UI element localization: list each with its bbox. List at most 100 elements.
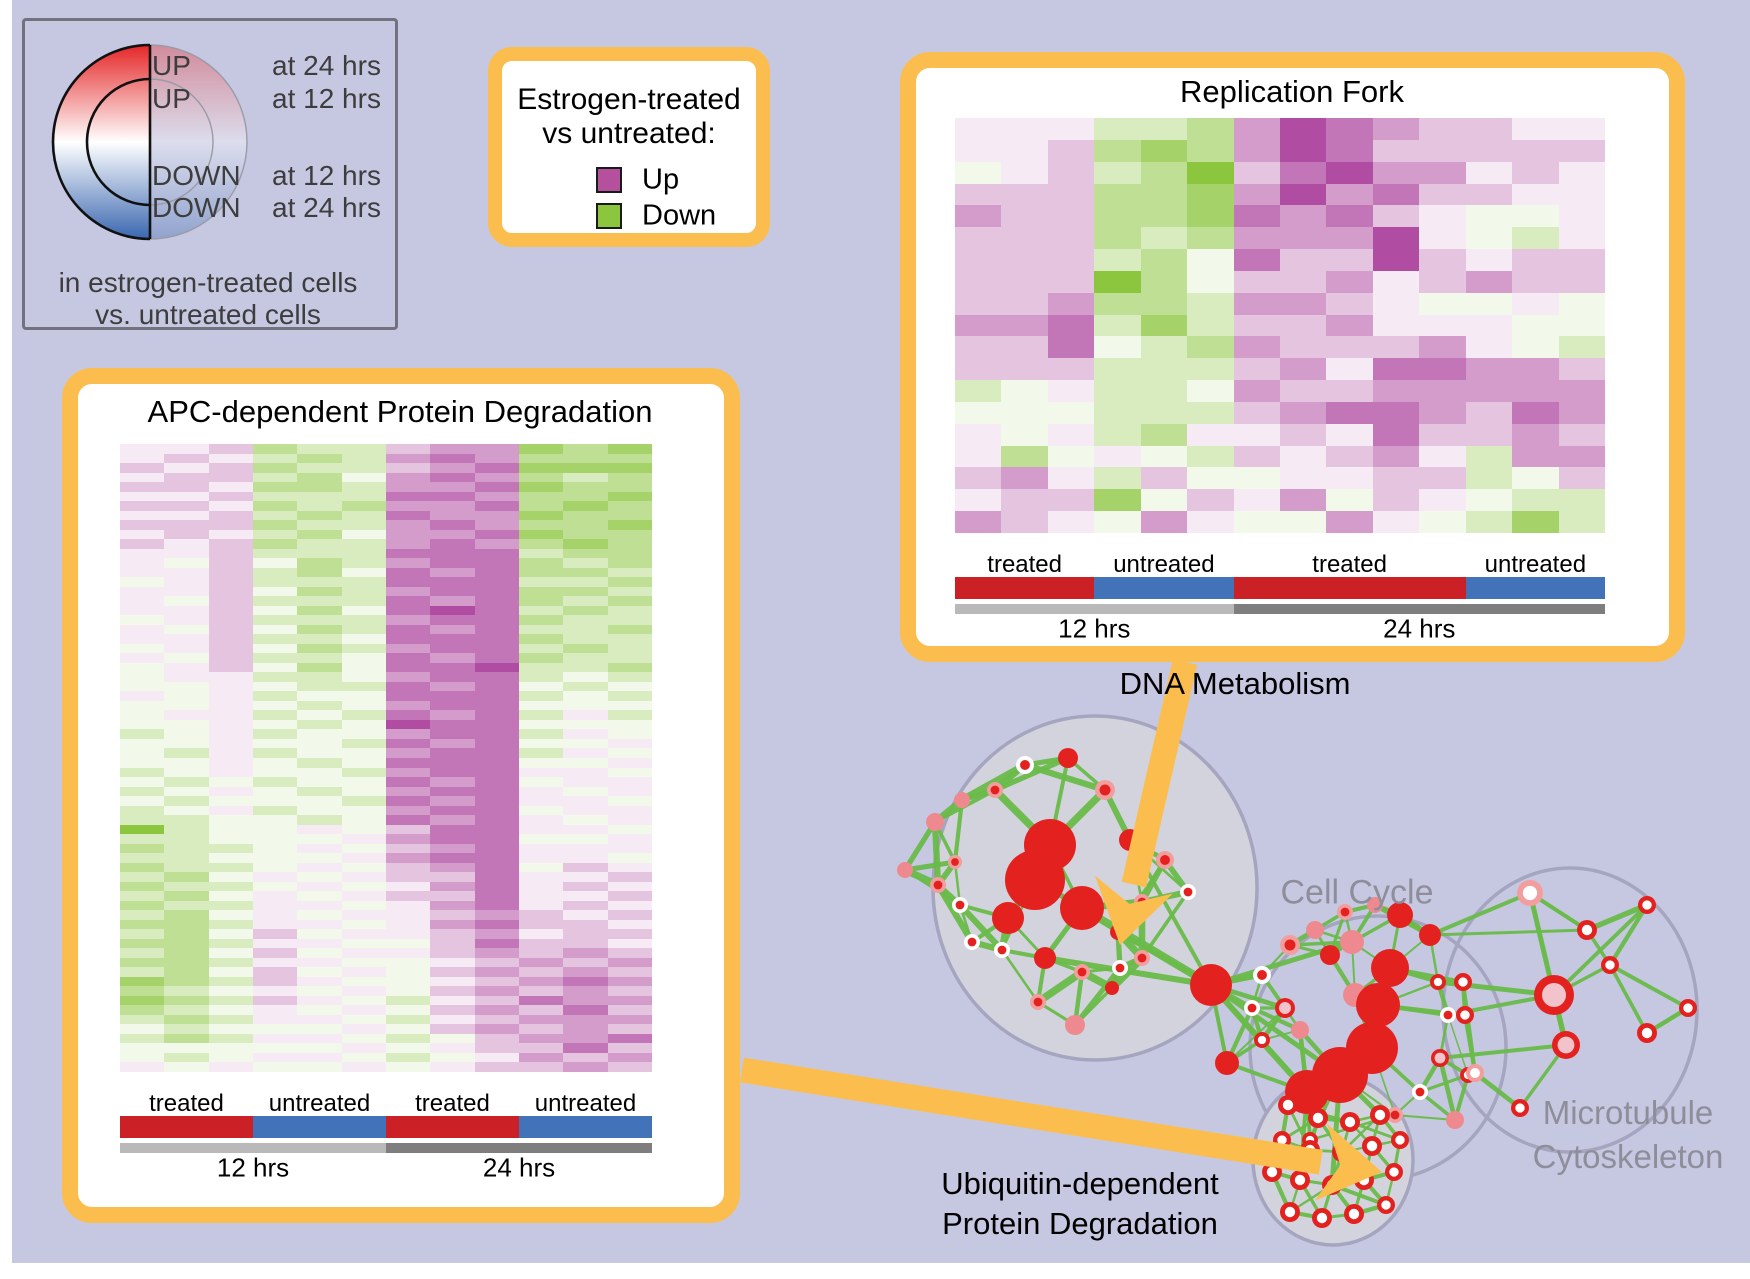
network-edge bbox=[1472, 1070, 1523, 1111]
network-node-core bbox=[1460, 1010, 1470, 1020]
network-node-core bbox=[955, 900, 965, 910]
group-label: treated bbox=[415, 1090, 490, 1117]
network-edge bbox=[952, 797, 965, 865]
group-label: untreated bbox=[268, 1090, 371, 1117]
network-node-core bbox=[933, 880, 943, 890]
ring-inner-outline-right bbox=[149, 78, 214, 206]
network-edge bbox=[992, 755, 1071, 793]
network-node bbox=[1291, 1021, 1309, 1039]
network-node-core bbox=[1415, 1087, 1425, 1097]
network-edge bbox=[1447, 1014, 1469, 1076]
network-node-core bbox=[1557, 1036, 1575, 1054]
time-label: 12 hrs bbox=[216, 1152, 290, 1183]
network-node-core bbox=[1277, 1135, 1287, 1145]
network-node-core bbox=[1366, 1140, 1378, 1152]
network-edge bbox=[956, 901, 1006, 954]
network-node-core bbox=[1115, 963, 1125, 973]
ring-direction-label: UP bbox=[152, 83, 191, 114]
heatmap-title-rf: Replication Fork bbox=[1180, 74, 1404, 109]
network-node bbox=[1065, 1015, 1085, 1035]
network-edge bbox=[1438, 1043, 1568, 1060]
network-edge bbox=[931, 818, 942, 889]
network-node-core bbox=[1077, 967, 1087, 977]
network-node-core bbox=[1389, 1167, 1399, 1177]
network-node-core bbox=[1470, 1068, 1480, 1078]
network-edge bbox=[1418, 1073, 1470, 1094]
network-edge bbox=[1428, 891, 1532, 937]
network-node bbox=[1058, 748, 1078, 768]
network-node-core bbox=[990, 785, 1000, 795]
ring-direction-label: DOWN bbox=[152, 160, 241, 191]
network-node bbox=[992, 902, 1024, 934]
network-node bbox=[1419, 924, 1441, 946]
ring-time-label: at 24 hrs bbox=[272, 192, 381, 223]
updown-legend-label-up: Up bbox=[642, 163, 680, 196]
network-node-core bbox=[1312, 1112, 1324, 1124]
network-edge bbox=[1034, 968, 1086, 1006]
treatment-bar-apc bbox=[120, 1116, 652, 1138]
updown-legend-title-line2: vs untreated: bbox=[542, 117, 716, 150]
network-node-core bbox=[1374, 1109, 1386, 1121]
network-node bbox=[1387, 902, 1413, 928]
network-edge bbox=[1393, 1113, 1457, 1122]
network-node bbox=[1105, 981, 1119, 995]
network-node-core bbox=[1099, 784, 1111, 796]
ring-legend-box bbox=[22, 18, 398, 330]
network-edge bbox=[902, 819, 938, 873]
network-edge bbox=[1607, 902, 1650, 968]
network-node-core bbox=[1641, 1027, 1653, 1039]
cluster-label-dna: DNA Metabolism bbox=[1119, 666, 1351, 701]
network-edge bbox=[1608, 963, 1649, 1035]
network-node-core bbox=[1284, 1206, 1296, 1218]
network-node-core bbox=[1443, 1010, 1453, 1020]
network-node bbox=[926, 813, 944, 831]
updown-legend-swatch-down bbox=[596, 203, 622, 229]
group-label: untreated bbox=[1484, 551, 1587, 578]
group-label: untreated bbox=[534, 1090, 637, 1117]
group-label: treated bbox=[149, 1090, 224, 1117]
network-node-core bbox=[1020, 760, 1030, 770]
network-node-core bbox=[1433, 977, 1443, 987]
network-edge bbox=[1428, 928, 1589, 937]
network-node-core bbox=[1458, 977, 1468, 987]
network-edge bbox=[934, 881, 976, 946]
network-node-core bbox=[1515, 1103, 1525, 1113]
updown-legend-title-line1: Estrogen-treated bbox=[517, 83, 741, 116]
network-node bbox=[1340, 930, 1364, 954]
updown-legend-label-down: Down bbox=[642, 199, 717, 232]
network-edge bbox=[1608, 963, 1690, 1010]
network-node-core bbox=[1395, 1135, 1405, 1145]
network-edge bbox=[1042, 955, 1214, 988]
network-node bbox=[1306, 921, 1324, 939]
network-node-core bbox=[1257, 1035, 1267, 1045]
network-node-core bbox=[1340, 907, 1350, 917]
ring-outer-outline-left bbox=[51, 43, 151, 241]
network-node-core bbox=[1642, 900, 1652, 910]
network-edge bbox=[1000, 948, 1040, 1004]
timepoint-bar-rf bbox=[955, 604, 1605, 614]
network-node-core bbox=[1542, 983, 1566, 1007]
heatmap-grid-apc bbox=[120, 444, 652, 1072]
ring-legend-caption-line2: vs. untreated cells bbox=[95, 299, 321, 330]
network-node-core bbox=[1247, 1003, 1257, 1013]
ring-time-label: at 12 hrs bbox=[272, 160, 381, 191]
ring-outer-outline-right bbox=[149, 44, 248, 240]
updown-legend-swatch-up bbox=[596, 167, 622, 193]
cluster-ellipse-dna bbox=[931, 714, 1259, 1062]
network-node bbox=[1356, 983, 1400, 1027]
network-node-core bbox=[967, 937, 977, 947]
network-node-core bbox=[1390, 1110, 1400, 1120]
cluster-label-mt-line1: Microtubule bbox=[1542, 1094, 1714, 1132]
network-node-core bbox=[1683, 1003, 1693, 1013]
ring-direction-label: DOWN bbox=[152, 192, 241, 223]
network-edge bbox=[902, 859, 958, 873]
updown-ring-diagram bbox=[51, 43, 248, 241]
time-label: 24 hrs bbox=[482, 1152, 556, 1183]
network-node-core bbox=[1137, 953, 1147, 963]
network-node-core bbox=[1344, 1116, 1356, 1128]
arrow-head bbox=[1314, 1123, 1382, 1201]
heatmap-title-apc: APC-dependent Protein Degradation bbox=[147, 394, 653, 429]
arrow-band bbox=[740, 1057, 1323, 1175]
network-edge bbox=[1463, 1013, 1477, 1075]
network-node bbox=[897, 862, 913, 878]
